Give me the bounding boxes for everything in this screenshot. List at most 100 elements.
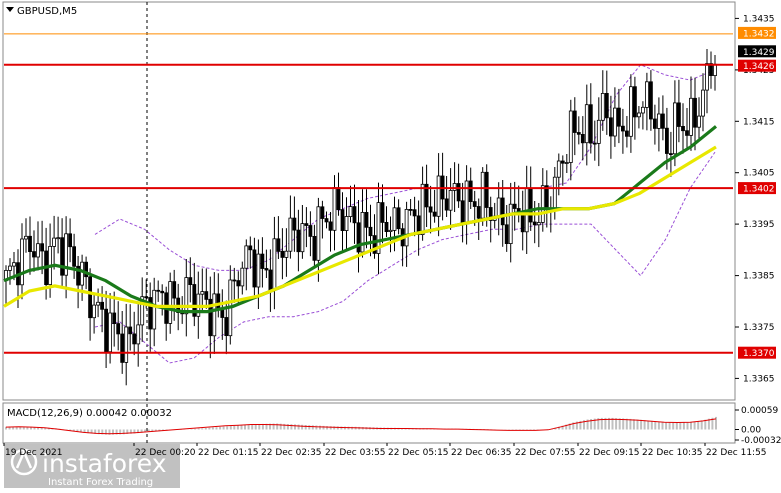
price-tick-label: 1.3395: [743, 220, 775, 230]
candle-body: [484, 171, 489, 208]
candle-body: [256, 253, 261, 288]
candle-body: [436, 175, 441, 217]
candle-body: [508, 203, 513, 244]
candle-body: [188, 277, 193, 286]
candle-body: [260, 253, 265, 269]
candle-body: [396, 207, 401, 230]
price-tick-label: 1.3375: [743, 323, 775, 333]
macd-signal-line: [5, 418, 717, 435]
time-tick-label: 22 Dec 02:35: [261, 448, 322, 458]
candle-body: [308, 225, 313, 237]
candle-body: [136, 324, 141, 345]
candle-body: [168, 281, 173, 324]
candle-body: [348, 206, 353, 218]
candle-body: [240, 267, 245, 287]
candle-body: [92, 304, 96, 319]
ma-yellow-line: [3, 145, 717, 308]
candle-body: [12, 262, 16, 267]
macd-tick-label: 0.00059: [741, 406, 778, 416]
instaforex-logo-icon: [10, 448, 38, 476]
time-tick-label: 22 Dec 03:55: [325, 448, 386, 458]
candle-body: [452, 183, 457, 191]
time-tick-label: 22 Dec 01:15: [198, 448, 259, 458]
candle-body: [108, 312, 112, 353]
candle-body: [713, 63, 717, 77]
candle-body: [372, 235, 377, 254]
candle-body: [84, 261, 88, 278]
candle-body: [420, 183, 425, 236]
candle-body: [88, 276, 92, 319]
candle-body: [536, 222, 541, 226]
price-tag-level: [738, 26, 776, 39]
candle-body: [332, 187, 337, 231]
candle-body: [284, 250, 289, 258]
candle-body: [572, 110, 577, 133]
candle-body: [76, 265, 80, 286]
candle-body: [384, 221, 389, 232]
candle-body: [592, 142, 597, 145]
candle-body: [280, 250, 285, 258]
candle-body: [689, 97, 693, 136]
triangle-down-icon[interactable]: [6, 7, 14, 12]
candle-body: [633, 86, 637, 118]
candle-body: [468, 180, 473, 203]
time-tick-label: 22 Dec 06:35: [451, 448, 512, 458]
candle-body: [32, 251, 36, 258]
candle-body: [621, 125, 625, 132]
candle-body: [556, 160, 561, 178]
candle-body: [212, 293, 217, 337]
candle-body: [252, 249, 257, 288]
candle-body: [432, 211, 437, 217]
candle-body: [661, 113, 665, 129]
price-tags: 1.3432 1.3429 1.3426 1.3402 1.3370: [738, 26, 776, 359]
price-tick-label: 1.3365: [743, 374, 775, 384]
candle-body: [512, 203, 517, 209]
candle-body: [380, 202, 385, 223]
moving-averages: [3, 125, 718, 314]
price-tag-label: 1.3426: [743, 62, 775, 72]
candle-body: [316, 206, 321, 261]
candle-body: [697, 115, 701, 128]
time-tick-label: 22 Dec 07:55: [515, 448, 576, 458]
candle-body: [488, 207, 493, 221]
candle-body: [456, 183, 461, 202]
candle-body: [693, 97, 697, 128]
candle-body: [392, 207, 397, 231]
macd-tick-label: -0.00032: [741, 436, 781, 446]
candle-body: [28, 235, 32, 253]
candle-body: [564, 162, 569, 164]
candle-body: [669, 153, 673, 156]
candle-body: [584, 104, 589, 144]
candle-body: [368, 226, 373, 237]
candle-body: [248, 245, 253, 251]
candle-body: [576, 132, 581, 135]
candle-body: [424, 183, 429, 208]
price-tag-level: [738, 59, 776, 72]
candle-body: [80, 261, 84, 286]
candle-body: [448, 189, 453, 211]
candle-body: [312, 235, 317, 261]
candle-body: [60, 237, 64, 276]
candle-body: [504, 224, 509, 245]
watermark: instaforex Instant Forex Trading: [4, 444, 180, 488]
time-tick-label: 22 Dec 11:55: [706, 448, 767, 458]
horizontal-levels[interactable]: [4, 33, 733, 354]
candle-body: [288, 217, 293, 252]
candle-body: [72, 246, 76, 267]
candle-body: [480, 171, 485, 219]
price-panel[interactable]: [2, 1, 736, 401]
candle-body: [528, 188, 533, 223]
candle-body: [596, 119, 601, 144]
candle-body: [625, 130, 629, 137]
candle-body: [276, 238, 281, 252]
candle-body: [340, 209, 345, 232]
macd-indicator: [5, 416, 717, 435]
price-tag-level: [738, 182, 776, 195]
candle-body: [160, 290, 165, 294]
candle-body: [705, 63, 709, 91]
candle-body: [364, 211, 369, 228]
candle-body: [560, 160, 565, 164]
symbol-title[interactable]: GBPUSD,M5: [6, 6, 77, 17]
candle-body: [292, 217, 297, 231]
